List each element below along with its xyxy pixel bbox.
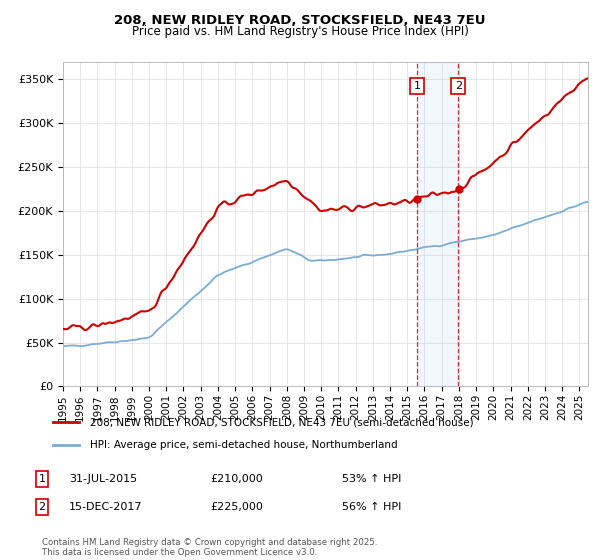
Bar — [417, 62, 458, 386]
Text: 15-DEC-2017: 15-DEC-2017 — [69, 502, 143, 512]
Text: 56% ↑ HPI: 56% ↑ HPI — [342, 502, 401, 512]
Text: 208, NEW RIDLEY ROAD, STOCKSFIELD, NE43 7EU (semi-detached house): 208, NEW RIDLEY ROAD, STOCKSFIELD, NE43 … — [89, 417, 473, 427]
Text: 2: 2 — [455, 81, 462, 91]
Text: Contains HM Land Registry data © Crown copyright and database right 2025.
This d: Contains HM Land Registry data © Crown c… — [42, 538, 377, 557]
Text: 31-JUL-2015: 31-JUL-2015 — [69, 474, 137, 484]
Text: 2: 2 — [38, 502, 46, 512]
Text: £225,000: £225,000 — [210, 502, 263, 512]
Text: 1: 1 — [414, 81, 421, 91]
Text: 208, NEW RIDLEY ROAD, STOCKSFIELD, NE43 7EU: 208, NEW RIDLEY ROAD, STOCKSFIELD, NE43 … — [114, 14, 486, 27]
Text: Price paid vs. HM Land Registry's House Price Index (HPI): Price paid vs. HM Land Registry's House … — [131, 25, 469, 38]
Text: £210,000: £210,000 — [210, 474, 263, 484]
Text: 53% ↑ HPI: 53% ↑ HPI — [342, 474, 401, 484]
Text: 1: 1 — [38, 474, 46, 484]
Text: HPI: Average price, semi-detached house, Northumberland: HPI: Average price, semi-detached house,… — [89, 440, 397, 450]
